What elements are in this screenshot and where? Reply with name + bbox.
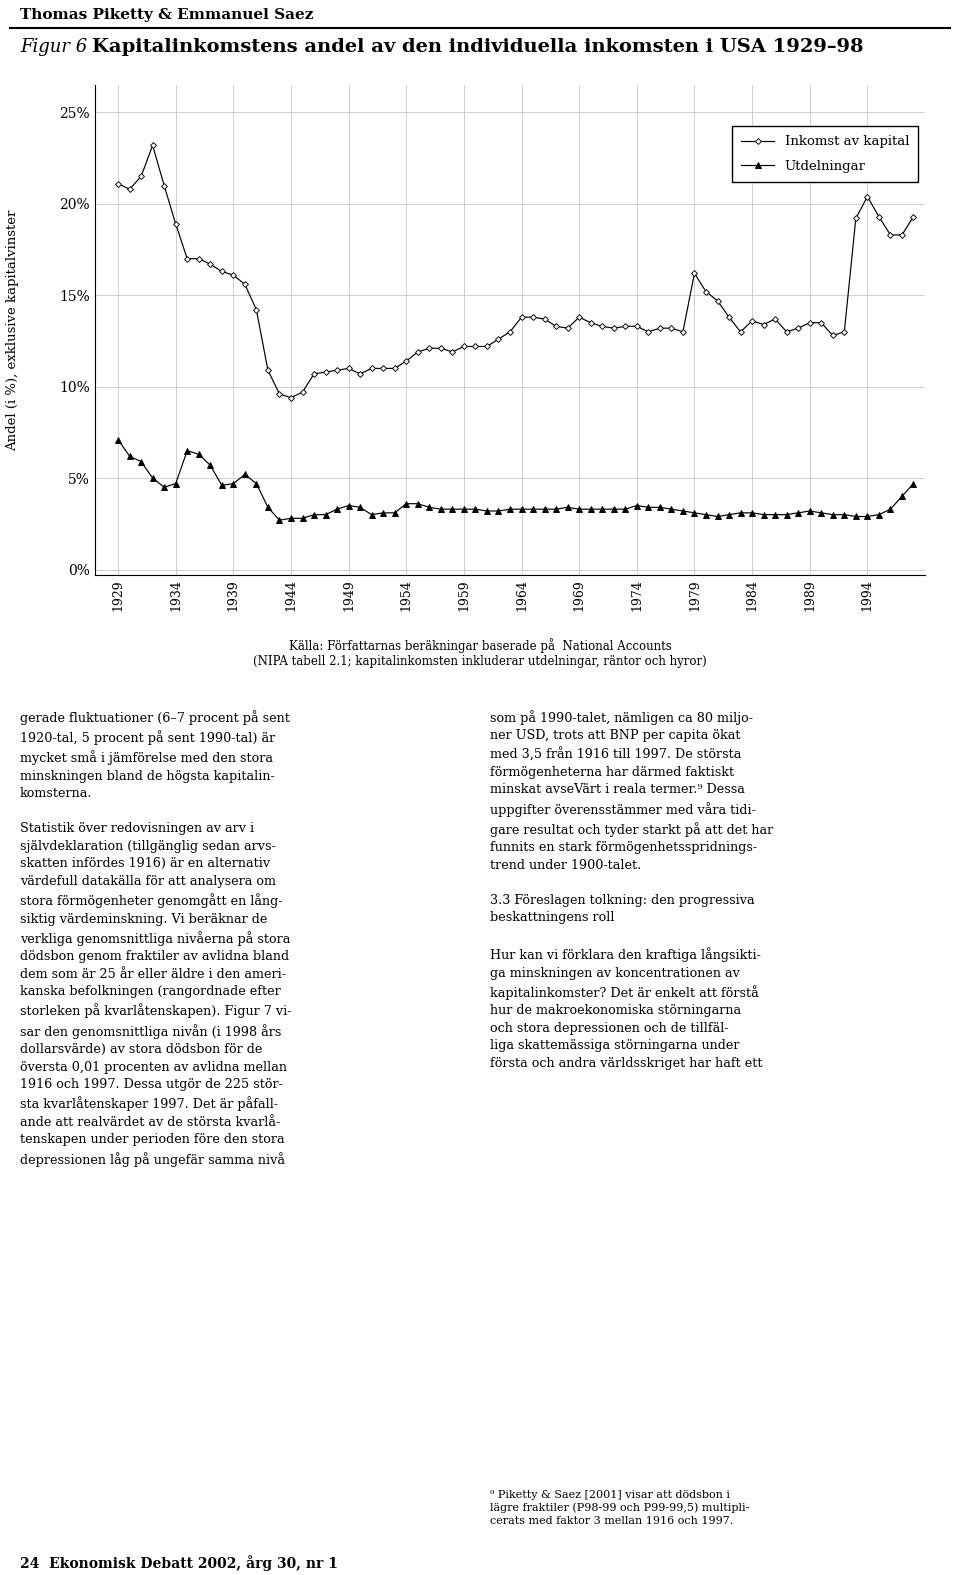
Text: Figur 6: Figur 6 <box>20 38 99 57</box>
Inkomst av kapital <box>908 208 920 227</box>
Inkomst av kapital <box>377 359 389 378</box>
Utdelningar <box>792 504 804 523</box>
Utdelningar <box>112 430 124 449</box>
Utdelningar <box>804 501 815 520</box>
Utdelningar <box>308 506 320 524</box>
Text: Kapitalinkomstens andel av den individuella inkomsten i USA 1929–98: Kapitalinkomstens andel av den individue… <box>92 38 863 57</box>
Legend: Inkomst av kapital, Utdelningar: Inkomst av kapital, Utdelningar <box>732 126 919 183</box>
Inkomst av kapital <box>228 266 239 285</box>
Text: som på 1990-talet, nämligen ca 80 miljo-
ner USD, trots att BNP per capita ökat
: som på 1990-talet, nämligen ca 80 miljo-… <box>490 710 773 1069</box>
Text: Källa: Författarnas beräkningar baserade på  National Accounts
(NIPA tabell 2.1;: Källa: Författarnas beräkningar baserade… <box>253 638 707 668</box>
Inkomst av kapital <box>112 175 124 194</box>
Utdelningar <box>908 474 920 493</box>
Utdelningar <box>216 476 228 495</box>
Inkomst av kapital <box>469 337 481 356</box>
Text: gerade fluktuationer (6–7 procent på sent
1920-tal, 5 procent på sent 1990-tal) : gerade fluktuationer (6–7 procent på sen… <box>20 710 292 1167</box>
Text: Thomas Piketty & Emmanuel Saez: Thomas Piketty & Emmanuel Saez <box>20 8 313 22</box>
Inkomst av kapital <box>320 362 331 381</box>
Inkomst av kapital <box>573 307 585 326</box>
Text: 24  Ekonomisk Debatt 2002, årg 30, nr 1: 24 Ekonomisk Debatt 2002, årg 30, nr 1 <box>20 1555 338 1570</box>
Line: Inkomst av kapital: Inkomst av kapital <box>116 143 916 400</box>
Utdelningar <box>274 510 285 529</box>
Line: Utdelningar: Utdelningar <box>115 438 916 523</box>
Inkomst av kapital <box>815 313 827 332</box>
Text: ⁹ Piketty & Saez [2001] visar att dödsbon i
lägre fraktiler (P98-99 och P99-99,5: ⁹ Piketty & Saez [2001] visar att dödsbo… <box>490 1490 750 1526</box>
Inkomst av kapital <box>147 135 158 154</box>
Utdelningar <box>562 498 573 517</box>
Utdelningar <box>366 506 377 524</box>
Text: Andel (i %), exklusive kapitalvinster: Andel (i %), exklusive kapitalvinster <box>7 209 19 450</box>
Inkomst av kapital <box>285 387 297 406</box>
